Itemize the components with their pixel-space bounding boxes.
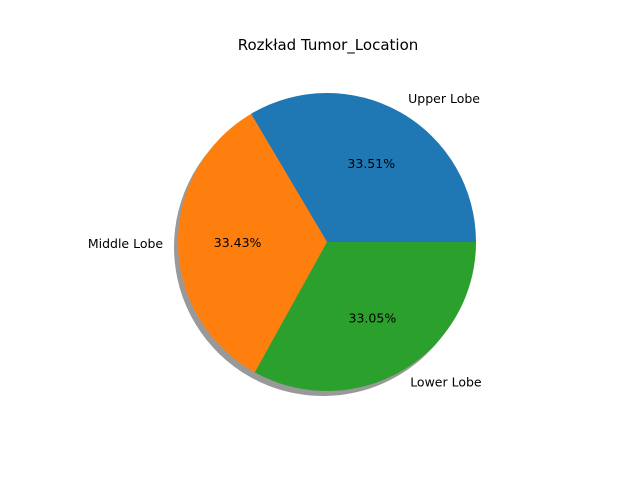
- percent-label-upper-lobe: 33.51%: [347, 156, 395, 171]
- slice-labels: Upper Lobe Middle Lobe Lower Lobe: [88, 91, 482, 390]
- percent-labels: 33.51% 33.43% 33.05%: [214, 156, 397, 326]
- chart-title: Rozkład Tumor_Location: [238, 36, 419, 55]
- slice-middle-lobe: [178, 113, 327, 373]
- pie-slices: [178, 93, 476, 391]
- slice-label-middle-lobe: Middle Lobe: [88, 236, 164, 251]
- slice-upper-lobe: [251, 93, 476, 242]
- slice-label-lower-lobe: Lower Lobe: [410, 375, 482, 390]
- slice-lower-lobe: [254, 242, 476, 391]
- percent-label-middle-lobe: 33.43%: [214, 235, 262, 250]
- slice-label-upper-lobe: Upper Lobe: [408, 91, 480, 106]
- percent-label-lower-lobe: 33.05%: [349, 311, 397, 326]
